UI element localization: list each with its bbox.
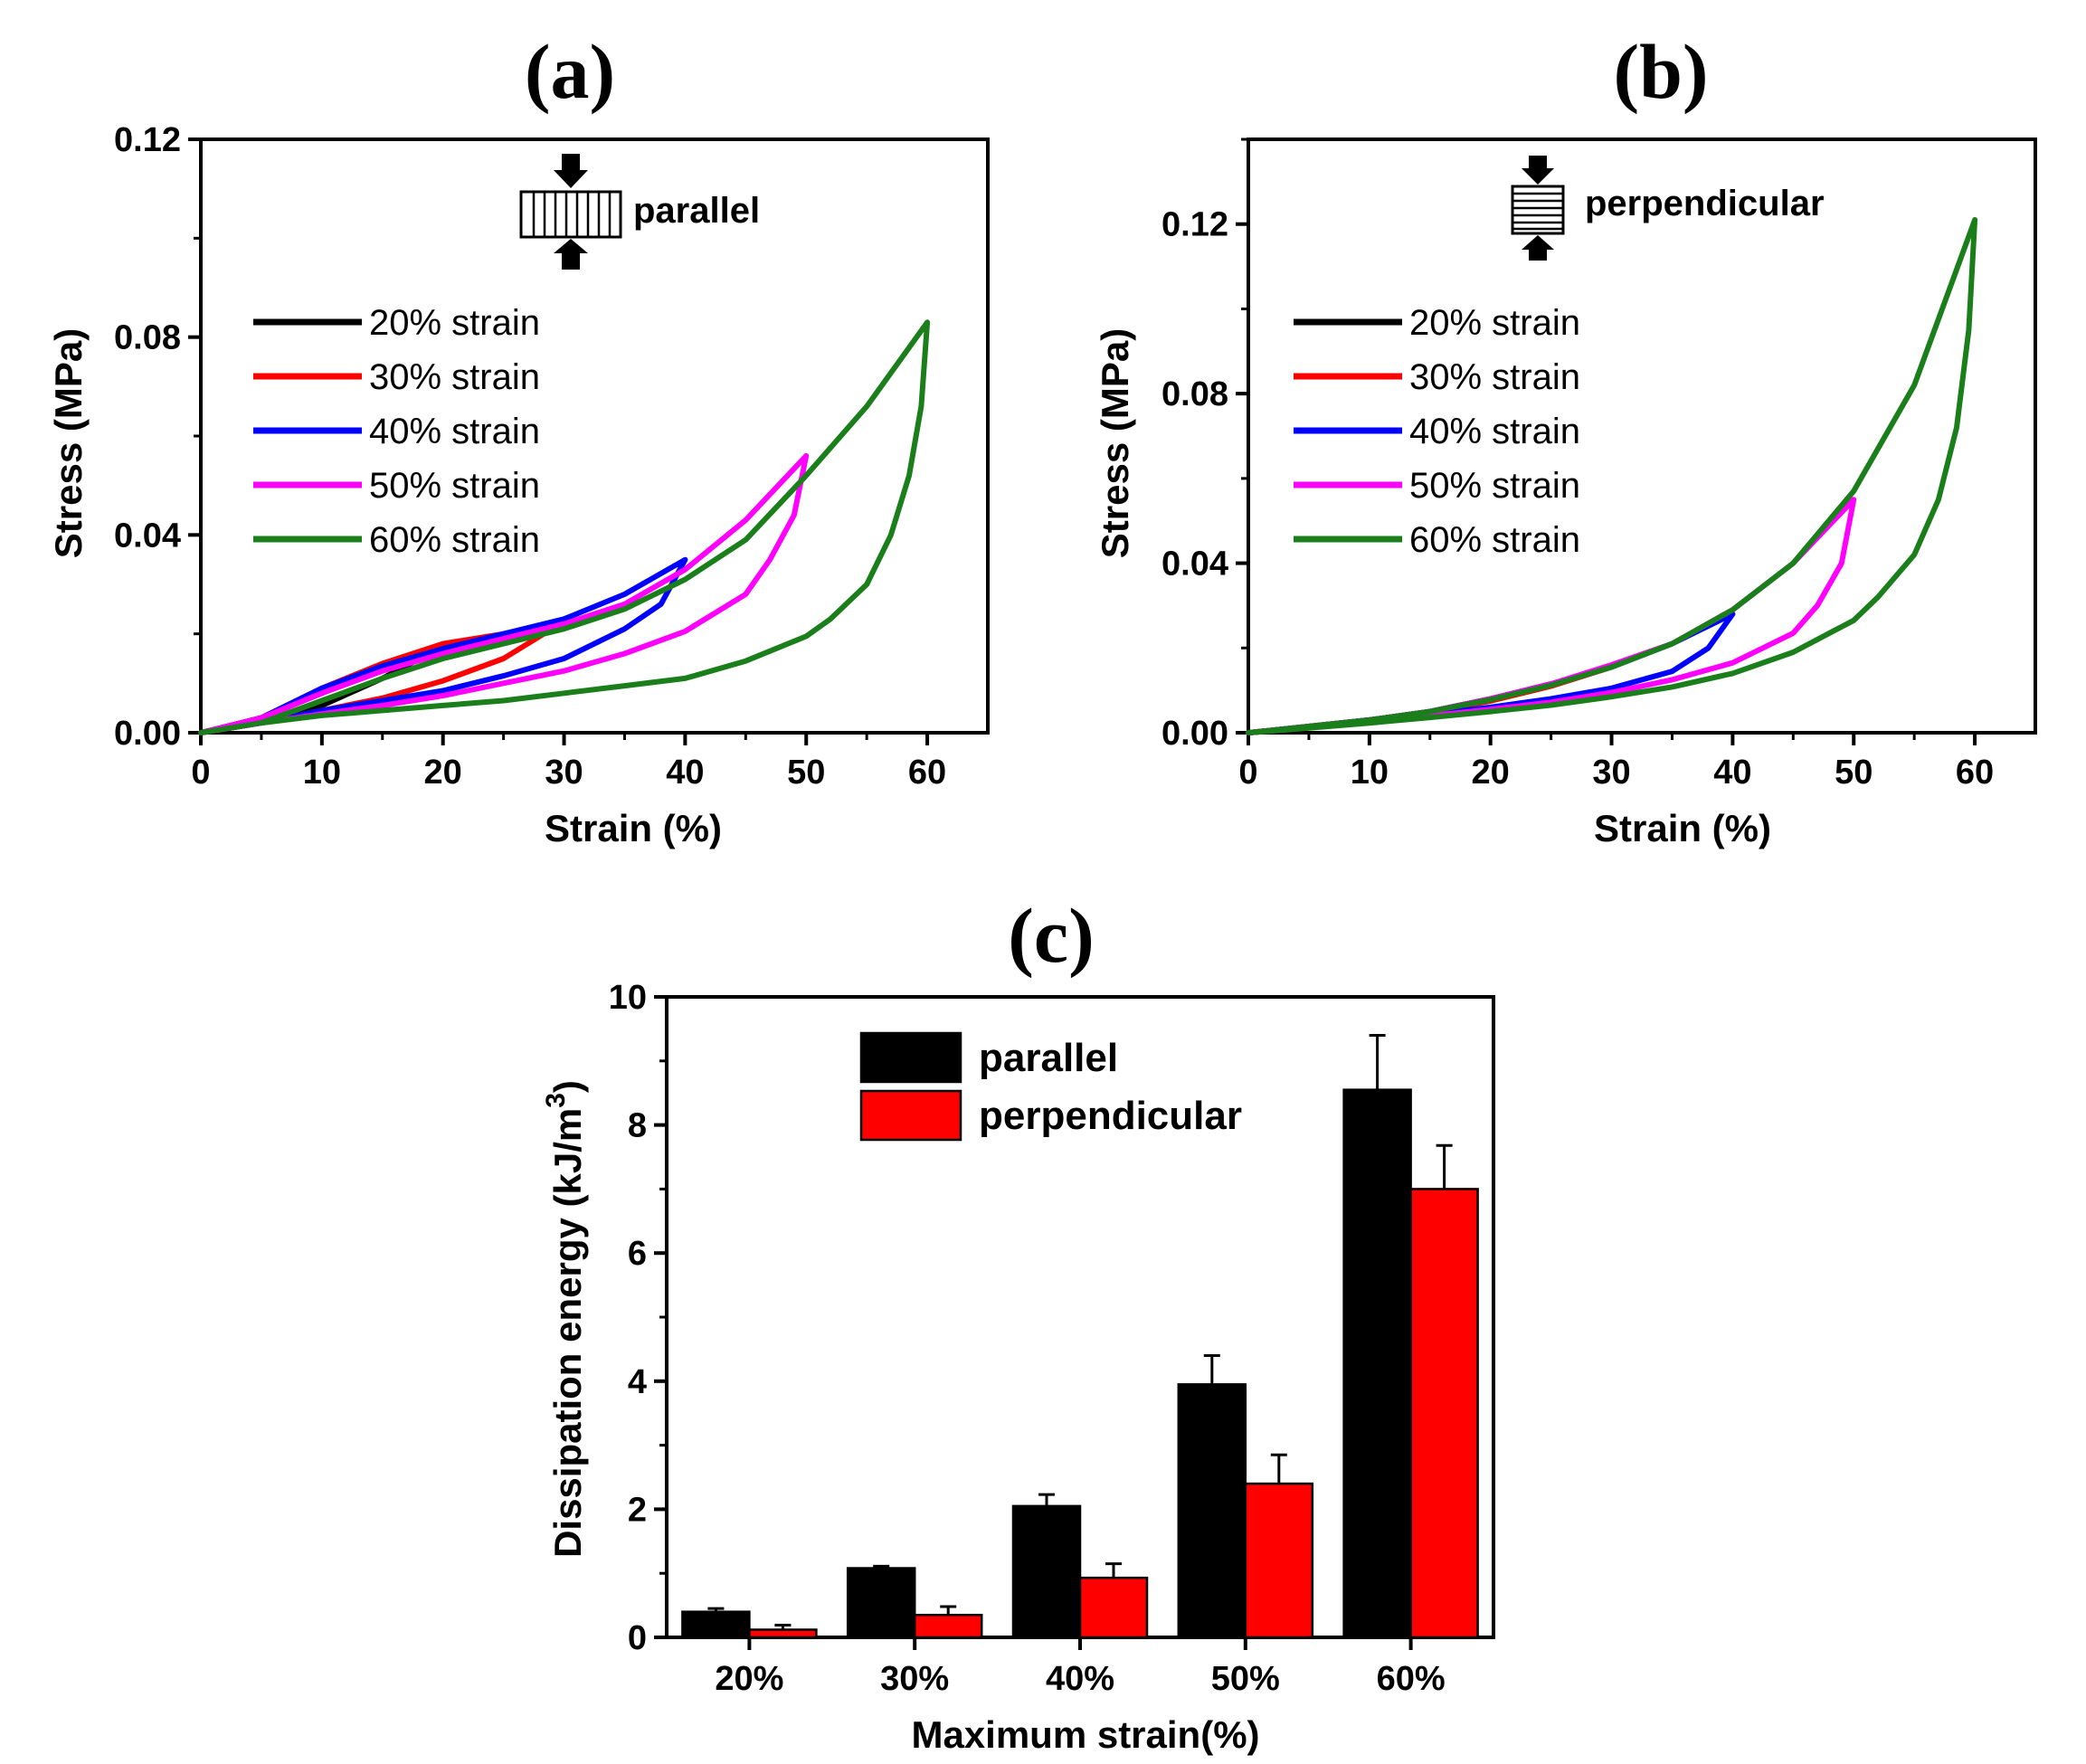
parallel-inset-icon: [519, 154, 622, 270]
panel-a-ticks: 0 10 20 30 40 50 60 0.00 0.04 0.08 0.12: [114, 121, 946, 792]
bar-parallel: [1177, 1383, 1247, 1639]
x-tick-label: 20: [424, 754, 462, 792]
legend-label: 20% strain: [1409, 303, 1580, 343]
y-tick-label: 0.04: [114, 517, 181, 555]
legend-label: perpendicular: [979, 1094, 1242, 1138]
x-tick-label: 50: [787, 754, 825, 792]
bar-perpendicular: [748, 1628, 818, 1639]
y-tick-label: 4: [628, 1363, 647, 1401]
panel-a-ylabel: Stress (MPa): [47, 328, 90, 558]
category-label: 20%: [715, 1660, 783, 1698]
panel-c-ylabel-main: Dissipation energy (kJ/m: [546, 1108, 589, 1558]
category-label: 30%: [880, 1660, 949, 1698]
y-tick-label: 6: [628, 1235, 647, 1273]
bar-perpendicular: [913, 1613, 983, 1639]
bar-perpendicular: [1078, 1576, 1149, 1639]
y-tick-label: 0.04: [1162, 545, 1228, 583]
bar-parallel: [681, 1610, 751, 1639]
category-label: 40%: [1046, 1660, 1114, 1698]
panel-b: (b) 0 10 20 30 40 50 60 0.00 0.04 0.08 0.12 Strain…: [1094, 28, 2037, 849]
panel-c: (c) 0 2 4 6 8 10 20% 30% 40% 50% 60% Maximum strai…: [541, 892, 1495, 1756]
panel-b-plot-frame: [1247, 138, 2037, 735]
legend-label: 50% strain: [369, 466, 540, 506]
y-tick-label: 0.12: [1162, 206, 1228, 244]
panel-a-lines: [198, 319, 931, 735]
y-tick-label: 0.08: [114, 319, 181, 357]
panel-c-ylabel-sup: 3: [541, 1093, 571, 1108]
legend-label: 60% strain: [1409, 520, 1580, 560]
panel-a-title: parallel: [633, 191, 760, 231]
panel-a-legend: 20% strain 30% strain 40% strain 50% strain…: [253, 303, 540, 560]
legend-swatch: [859, 1089, 962, 1142]
y-tick-label: 8: [628, 1107, 647, 1145]
perpendicular-inset-icon: [1511, 156, 1565, 261]
y-tick-label: 0.00: [1162, 715, 1228, 753]
bar-perpendicular: [1409, 1188, 1479, 1639]
panel-c-label: (c): [1008, 892, 1094, 979]
y-tick-label: 0: [628, 1619, 647, 1657]
x-tick-label: 60: [908, 754, 946, 792]
panel-b-xlabel: Strain (%): [1594, 807, 1771, 849]
panel-c-ylabel: Dissipation energy (kJ/m3): [541, 1080, 589, 1558]
series-line: [198, 556, 688, 735]
panel-b-ticks: 0 10 20 30 40 50 60 0.00 0.04 0.08 0.12: [1162, 138, 1994, 792]
x-tick-label: 40: [666, 754, 704, 792]
x-tick-label: 40: [1713, 754, 1751, 792]
panel-b-label: (b): [1613, 28, 1708, 115]
panel-c-ylabel-end: ): [546, 1080, 589, 1093]
x-tick-label: 0: [1238, 754, 1257, 792]
legend-label: 40% strain: [1409, 412, 1580, 451]
panel-a-xlabel: Strain (%): [545, 807, 722, 849]
panel-a-label: (a): [525, 28, 615, 115]
panel-b-legend: 20% strain 30% strain 40% strain 50% strain…: [1294, 303, 1580, 560]
panel-c-legend: parallel perpendicular: [859, 1031, 1242, 1142]
y-tick-label: 0.08: [1162, 375, 1228, 413]
bar-parallel: [1011, 1504, 1082, 1639]
legend-label: 50% strain: [1409, 466, 1580, 506]
legend-label: 30% strain: [1409, 357, 1580, 397]
bar-perpendicular: [1244, 1482, 1314, 1639]
bar-parallel: [846, 1567, 916, 1639]
y-tick-label: 2: [628, 1491, 647, 1529]
category-label: 60%: [1377, 1660, 1446, 1698]
x-tick-label: 30: [1592, 754, 1630, 792]
x-tick-label: 10: [303, 754, 341, 792]
series-line: [198, 319, 931, 735]
legend-label: 60% strain: [369, 520, 540, 560]
series-line: [1246, 217, 1978, 735]
x-tick-label: 20: [1472, 754, 1510, 792]
y-tick-label: 10: [609, 979, 647, 1017]
legend-swatch: [859, 1031, 962, 1084]
x-tick-label: 60: [1956, 754, 1994, 792]
x-tick-label: 30: [545, 754, 583, 792]
category-label: 50%: [1211, 1660, 1280, 1698]
panel-c-xlabel: Maximum strain(%): [911, 1713, 1259, 1756]
series-line: [1246, 611, 1736, 735]
panel-b-lines: [1246, 217, 1978, 735]
panel-c-bars: [681, 1033, 1479, 1639]
x-tick-label: 50: [1835, 754, 1873, 792]
panel-c-ticks: 0 2 4 6 8 10 20% 30% 40% 50% 60%: [609, 979, 1446, 1698]
panel-b-title: perpendicular: [1585, 184, 1825, 223]
series-line: [198, 452, 810, 735]
y-tick-label: 0.12: [114, 121, 181, 159]
legend-label: parallel: [979, 1036, 1118, 1080]
y-tick-label: 0.00: [114, 715, 181, 753]
panel-b-ylabel: Stress (MPa): [1094, 328, 1136, 558]
legend-label: 30% strain: [369, 357, 540, 397]
x-tick-label: 0: [191, 754, 210, 792]
bar-parallel: [1342, 1088, 1412, 1639]
x-tick-label: 10: [1351, 754, 1389, 792]
legend-label: 40% strain: [369, 412, 540, 451]
panel-a: (a) 0 10 20 30 40 50 60 0.00 0.04 0.08 0.12 Strain…: [47, 28, 990, 849]
legend-label: 20% strain: [369, 303, 540, 343]
